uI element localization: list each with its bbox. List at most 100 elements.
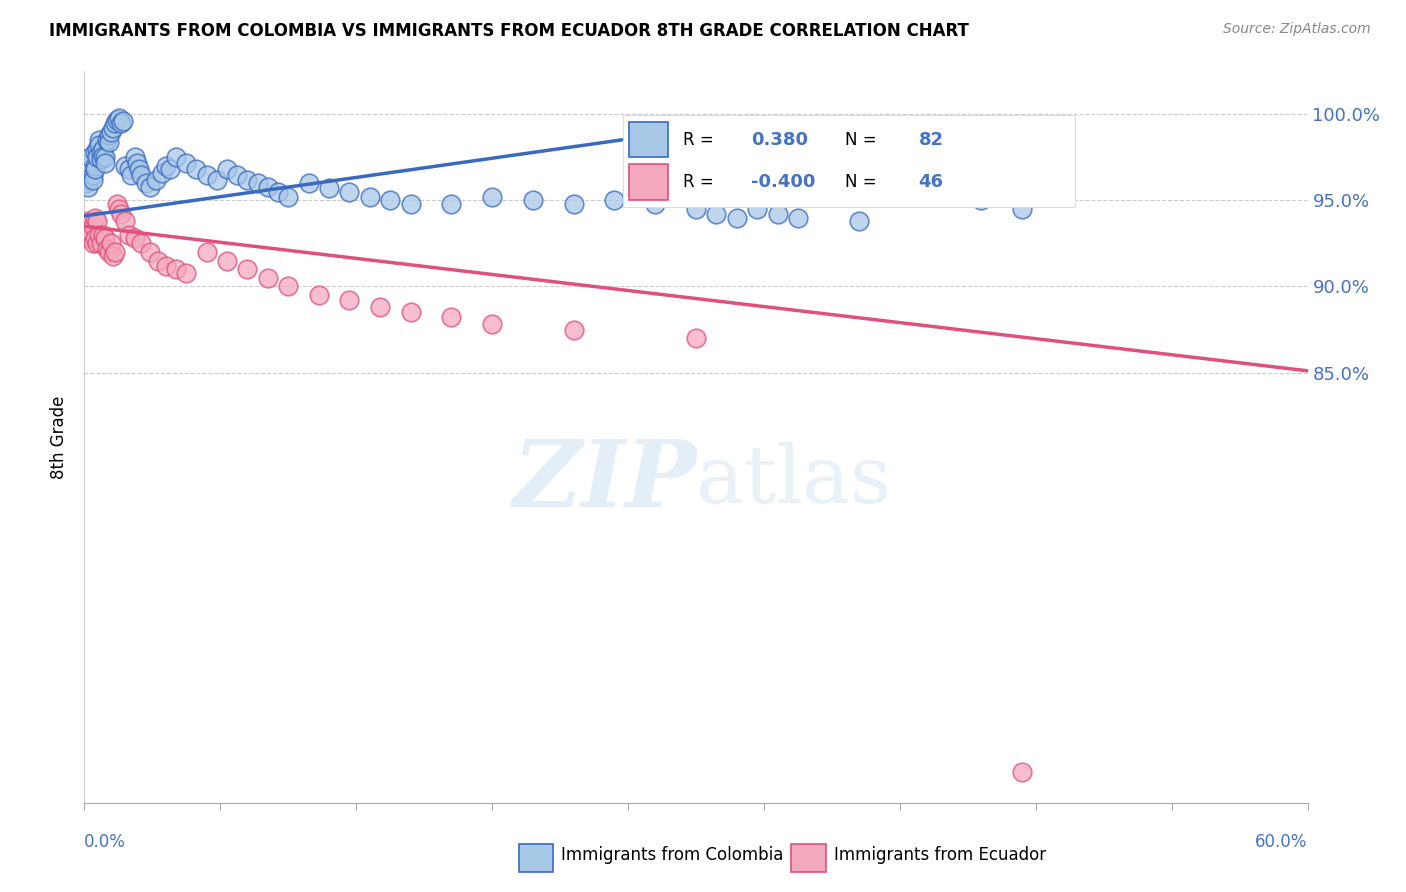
FancyBboxPatch shape [628, 122, 668, 158]
Point [127, 155, 149, 169]
Point [114, 159, 136, 173]
Point [257, 271, 280, 285]
Point [112, 114, 135, 128]
Point [124, 150, 146, 164]
Point [82, 173, 104, 187]
Point [236, 262, 259, 277]
Point [298, 176, 321, 190]
Point [174, 266, 197, 280]
Point [77, 227, 100, 242]
Point [108, 202, 131, 216]
Point [440, 310, 463, 325]
Point [90, 152, 112, 166]
Point [217, 162, 239, 177]
Point [97, 135, 120, 149]
Point [277, 279, 299, 293]
Point [77, 168, 100, 182]
FancyBboxPatch shape [628, 164, 668, 200]
Text: 0.380: 0.380 [751, 131, 808, 149]
Point [120, 168, 142, 182]
Point [725, 211, 748, 225]
Point [138, 179, 160, 194]
Point [1011, 202, 1033, 216]
Point [83, 211, 105, 225]
Point [246, 176, 269, 190]
Point [75, 219, 97, 234]
Text: Immigrants from Ecuador: Immigrants from Ecuador [834, 847, 1046, 864]
FancyBboxPatch shape [792, 844, 825, 871]
Point [93, 155, 115, 169]
Point [104, 116, 127, 130]
Text: -0.400: -0.400 [751, 173, 815, 191]
Point [685, 331, 707, 345]
Point [79, 224, 101, 238]
Point [77, 179, 100, 194]
Point [217, 253, 239, 268]
Point [787, 211, 810, 225]
Point [118, 162, 141, 177]
Point [277, 190, 299, 204]
Point [104, 245, 127, 260]
Point [105, 112, 128, 127]
Text: 60.0%: 60.0% [1256, 833, 1308, 851]
Point [110, 116, 132, 130]
Point [93, 231, 115, 245]
Point [82, 236, 104, 251]
Text: atlas: atlas [696, 442, 891, 520]
Text: 82: 82 [918, 131, 943, 149]
Point [75, 176, 97, 190]
Text: IMMIGRANTS FROM COLOMBIA VS IMMIGRANTS FROM ECUADOR 8TH GRADE CORRELATION CHART: IMMIGRANTS FROM COLOMBIA VS IMMIGRANTS F… [49, 22, 969, 40]
Point [87, 138, 110, 153]
Point [91, 149, 114, 163]
Point [146, 253, 169, 268]
Point [165, 262, 187, 277]
Point [929, 185, 952, 199]
Point [79, 231, 101, 245]
Point [747, 202, 769, 216]
Point [257, 179, 280, 194]
Point [236, 173, 259, 187]
Point [155, 159, 177, 173]
Point [226, 168, 249, 182]
Point [77, 214, 100, 228]
Point [131, 236, 153, 251]
Point [100, 125, 122, 139]
Point [138, 245, 160, 260]
Point [562, 197, 585, 211]
Point [79, 155, 101, 169]
FancyBboxPatch shape [519, 844, 553, 871]
Point [114, 214, 136, 228]
Text: ZIP: ZIP [512, 436, 696, 526]
Point [87, 133, 110, 147]
Point [440, 197, 463, 211]
Point [105, 197, 128, 211]
Point [91, 227, 114, 242]
Point [86, 236, 108, 251]
Point [706, 207, 728, 221]
Point [124, 231, 146, 245]
Point [93, 150, 115, 164]
Point [359, 190, 381, 204]
Text: 0.0%: 0.0% [84, 833, 127, 851]
Point [481, 318, 503, 332]
Point [100, 236, 122, 251]
Point [889, 176, 911, 190]
Point [399, 305, 422, 319]
Point [90, 236, 112, 251]
Point [603, 194, 626, 208]
Point [75, 171, 97, 186]
Point [110, 207, 132, 221]
Point [83, 159, 105, 173]
Point [86, 150, 108, 164]
Text: 46: 46 [918, 173, 943, 191]
Point [97, 128, 120, 142]
Text: N =: N = [845, 131, 882, 149]
Point [150, 166, 173, 180]
Point [96, 242, 118, 256]
Point [318, 181, 340, 195]
Point [195, 168, 218, 182]
Point [165, 150, 187, 164]
Point [77, 159, 100, 173]
Point [79, 150, 101, 164]
Point [131, 168, 153, 182]
